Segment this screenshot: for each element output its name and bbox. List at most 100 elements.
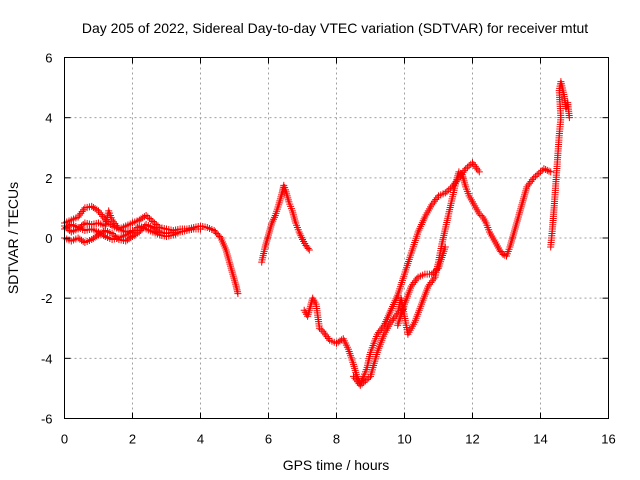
data-point: [523, 183, 531, 191]
data-point: [430, 275, 438, 283]
x-tick-label: 4: [197, 432, 204, 447]
data-point: [112, 232, 119, 240]
axis-ticks: [64, 57, 609, 419]
data-point: [473, 164, 481, 172]
data-point: [197, 225, 204, 233]
x-tick-label: 16: [601, 432, 615, 447]
y-tick-labels: -6 -4 -2 0 2 4 6: [41, 51, 53, 427]
data-point: [74, 213, 82, 221]
data-point: [365, 374, 373, 382]
data-point: [527, 177, 535, 185]
data-point: [363, 375, 371, 383]
data-point: [428, 201, 436, 209]
data-point: [530, 174, 538, 182]
data-point: [470, 161, 478, 169]
data-point: [154, 227, 162, 235]
data-point: [475, 210, 483, 218]
data-point: [354, 378, 362, 386]
data-point: [108, 229, 116, 237]
data-point: [433, 194, 441, 202]
x-tick-label: 10: [397, 432, 411, 447]
data-point: [545, 167, 553, 175]
data-point: [428, 270, 436, 278]
data-point: [413, 275, 421, 283]
data-point: [533, 171, 541, 179]
chart-title: Day 205 of 2022, Sidereal Day-to-day VTE…: [82, 20, 588, 36]
data-point: [360, 378, 368, 386]
data-point: [112, 221, 120, 229]
data-point: [356, 381, 364, 389]
data-point: [351, 374, 359, 382]
data-point: [390, 315, 398, 323]
data-point: [352, 376, 360, 384]
data-point: [528, 176, 536, 184]
data-point: [429, 269, 437, 277]
data-point: [149, 217, 157, 225]
data-point: [142, 211, 150, 219]
data-point: [373, 330, 381, 338]
data-point: [426, 280, 434, 288]
data-point: [319, 327, 327, 335]
data-point: [324, 334, 332, 342]
data-point: [428, 277, 436, 285]
data-point: [144, 213, 152, 221]
y-axis-label: SDTVAR / TECUs: [5, 182, 21, 294]
data-point: [524, 181, 532, 189]
data-points: [61, 78, 573, 389]
data-point: [475, 168, 483, 176]
data-point: [432, 195, 440, 203]
data-point: [469, 159, 476, 167]
x-axis-label: GPS time / hours: [283, 457, 390, 473]
data-point: [376, 327, 384, 335]
data-point: [323, 333, 331, 341]
data-point: [387, 318, 395, 326]
data-point: [146, 214, 153, 222]
data-point: [443, 187, 451, 195]
grid: [64, 57, 609, 419]
data-point: [79, 220, 87, 228]
data-point: [216, 232, 224, 240]
data-point: [542, 166, 550, 174]
data-point: [350, 372, 357, 380]
y-tick-label: 2: [45, 171, 52, 186]
data-point: [234, 290, 242, 298]
data-point: [499, 251, 507, 259]
data-point: [316, 324, 323, 332]
data-point: [99, 212, 107, 220]
data-point: [457, 169, 465, 177]
data-point: [537, 168, 544, 176]
data-point: [75, 211, 83, 219]
data-point: [147, 216, 155, 224]
data-point: [543, 166, 551, 174]
data-point: [111, 220, 119, 228]
data-point: [427, 279, 435, 287]
data-point: [97, 211, 105, 219]
data-point: [379, 323, 387, 331]
data-point: [531, 172, 539, 180]
data-point: [114, 223, 122, 231]
y-tick-label: 4: [45, 111, 52, 126]
data-point: [460, 167, 468, 175]
y-tick-label: 0: [45, 231, 52, 246]
x-tick-label: 8: [333, 432, 340, 447]
data-point: [78, 208, 86, 216]
x-tick-label: 2: [129, 432, 136, 447]
data-point: [141, 222, 149, 230]
data-point: [109, 218, 117, 226]
data-point: [304, 245, 312, 253]
data-point: [409, 280, 417, 288]
data-point: [78, 222, 85, 230]
data-point: [322, 331, 330, 339]
data-point: [465, 162, 473, 170]
data-point: [474, 166, 482, 174]
data-point: [547, 168, 555, 176]
data-point: [410, 279, 418, 287]
data-point: [477, 211, 485, 219]
y-tick-label: -2: [41, 291, 53, 306]
data-point: [305, 246, 313, 254]
y-tick-label: -6: [41, 412, 53, 427]
data-point: [66, 226, 74, 234]
y-tick-label: -4: [41, 351, 53, 366]
data-point: [95, 207, 102, 215]
